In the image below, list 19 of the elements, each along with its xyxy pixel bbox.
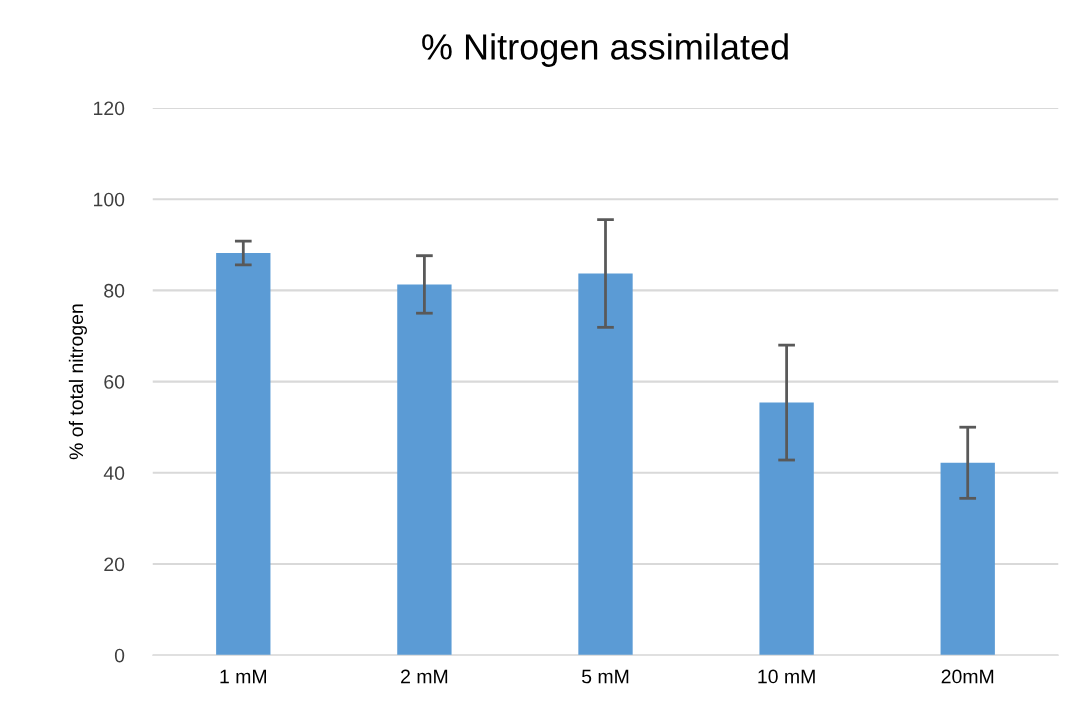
x-tick-label: 2 mM — [401, 669, 448, 684]
y-axis-title: % of total nitrogen — [68, 304, 87, 460]
x-tick-label: 20mM — [941, 669, 994, 684]
y-tick-label: 80 — [104, 283, 125, 298]
chart-title: % Nitrogen assimilated — [422, 33, 788, 67]
y-tick-label: 0 — [114, 648, 125, 663]
y-tick-label: 120 — [94, 101, 125, 116]
bar — [759, 402, 814, 656]
x-tick-label: 10 mM — [758, 669, 815, 684]
y-tick-label: 20 — [104, 557, 125, 572]
bar — [940, 462, 995, 656]
y-tick-label: 40 — [103, 466, 125, 481]
bar — [216, 253, 271, 656]
bar — [397, 284, 452, 656]
x-tick-label: 1 mM — [220, 669, 266, 684]
x-tick-label: 5 mM — [581, 669, 629, 684]
y-tick-label: 100 — [94, 192, 125, 207]
y-tick-label: 60 — [104, 375, 125, 389]
bar — [578, 273, 633, 656]
